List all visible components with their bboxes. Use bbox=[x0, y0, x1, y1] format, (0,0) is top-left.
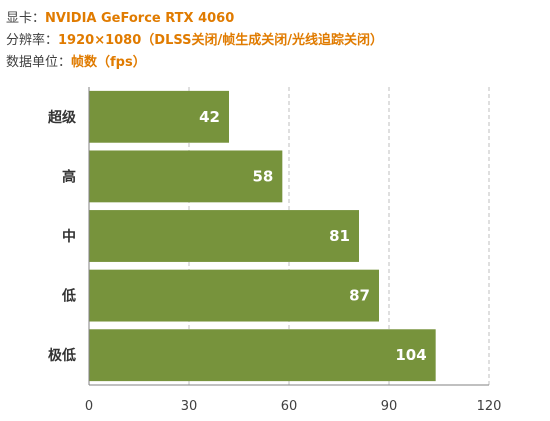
x-tick-label: 0 bbox=[85, 399, 93, 414]
unit-value: 帧数（fps） bbox=[71, 55, 146, 70]
bar bbox=[89, 150, 283, 203]
bar bbox=[89, 329, 436, 382]
x-tick-label: 90 bbox=[381, 399, 398, 414]
chart-header: 显卡：NVIDIA GeForce RTX 4060 分辨率：1920×1080… bbox=[6, 8, 383, 74]
bar bbox=[89, 90, 229, 143]
resolution-label: 分辨率： bbox=[6, 33, 59, 48]
category-label: 极低 bbox=[48, 347, 76, 364]
gpu-info: 显卡：NVIDIA GeForce RTX 4060 bbox=[6, 8, 383, 30]
bar bbox=[89, 210, 359, 262]
category-label: 高 bbox=[62, 168, 76, 185]
unit-info: 数据单位：帧数（fps） bbox=[6, 52, 383, 74]
gpu-label: 显卡： bbox=[6, 11, 46, 26]
category-label: 中 bbox=[62, 228, 76, 245]
unit-label: 数据单位： bbox=[6, 55, 72, 70]
x-tick-label: 30 bbox=[181, 399, 198, 414]
resolution-info: 分辨率：1920×1080（DLSS关闭/帧生成关闭/光线追踪关闭） bbox=[6, 30, 383, 52]
data-label: 104 bbox=[395, 346, 426, 364]
data-label: 42 bbox=[199, 108, 220, 126]
x-tick-label: 60 bbox=[281, 399, 298, 414]
resolution-value: 1920×1080（DLSS关闭/帧生成关闭/光线追踪关闭） bbox=[58, 33, 383, 48]
data-label: 81 bbox=[329, 227, 350, 245]
x-tick-label: 120 bbox=[477, 399, 502, 414]
category-label: 超级 bbox=[47, 109, 77, 126]
data-label: 87 bbox=[349, 287, 370, 305]
bar bbox=[89, 269, 379, 322]
category-label: 低 bbox=[61, 288, 76, 305]
gpu-value: NVIDIA GeForce RTX 4060 bbox=[45, 11, 235, 26]
data-label: 58 bbox=[252, 167, 273, 185]
